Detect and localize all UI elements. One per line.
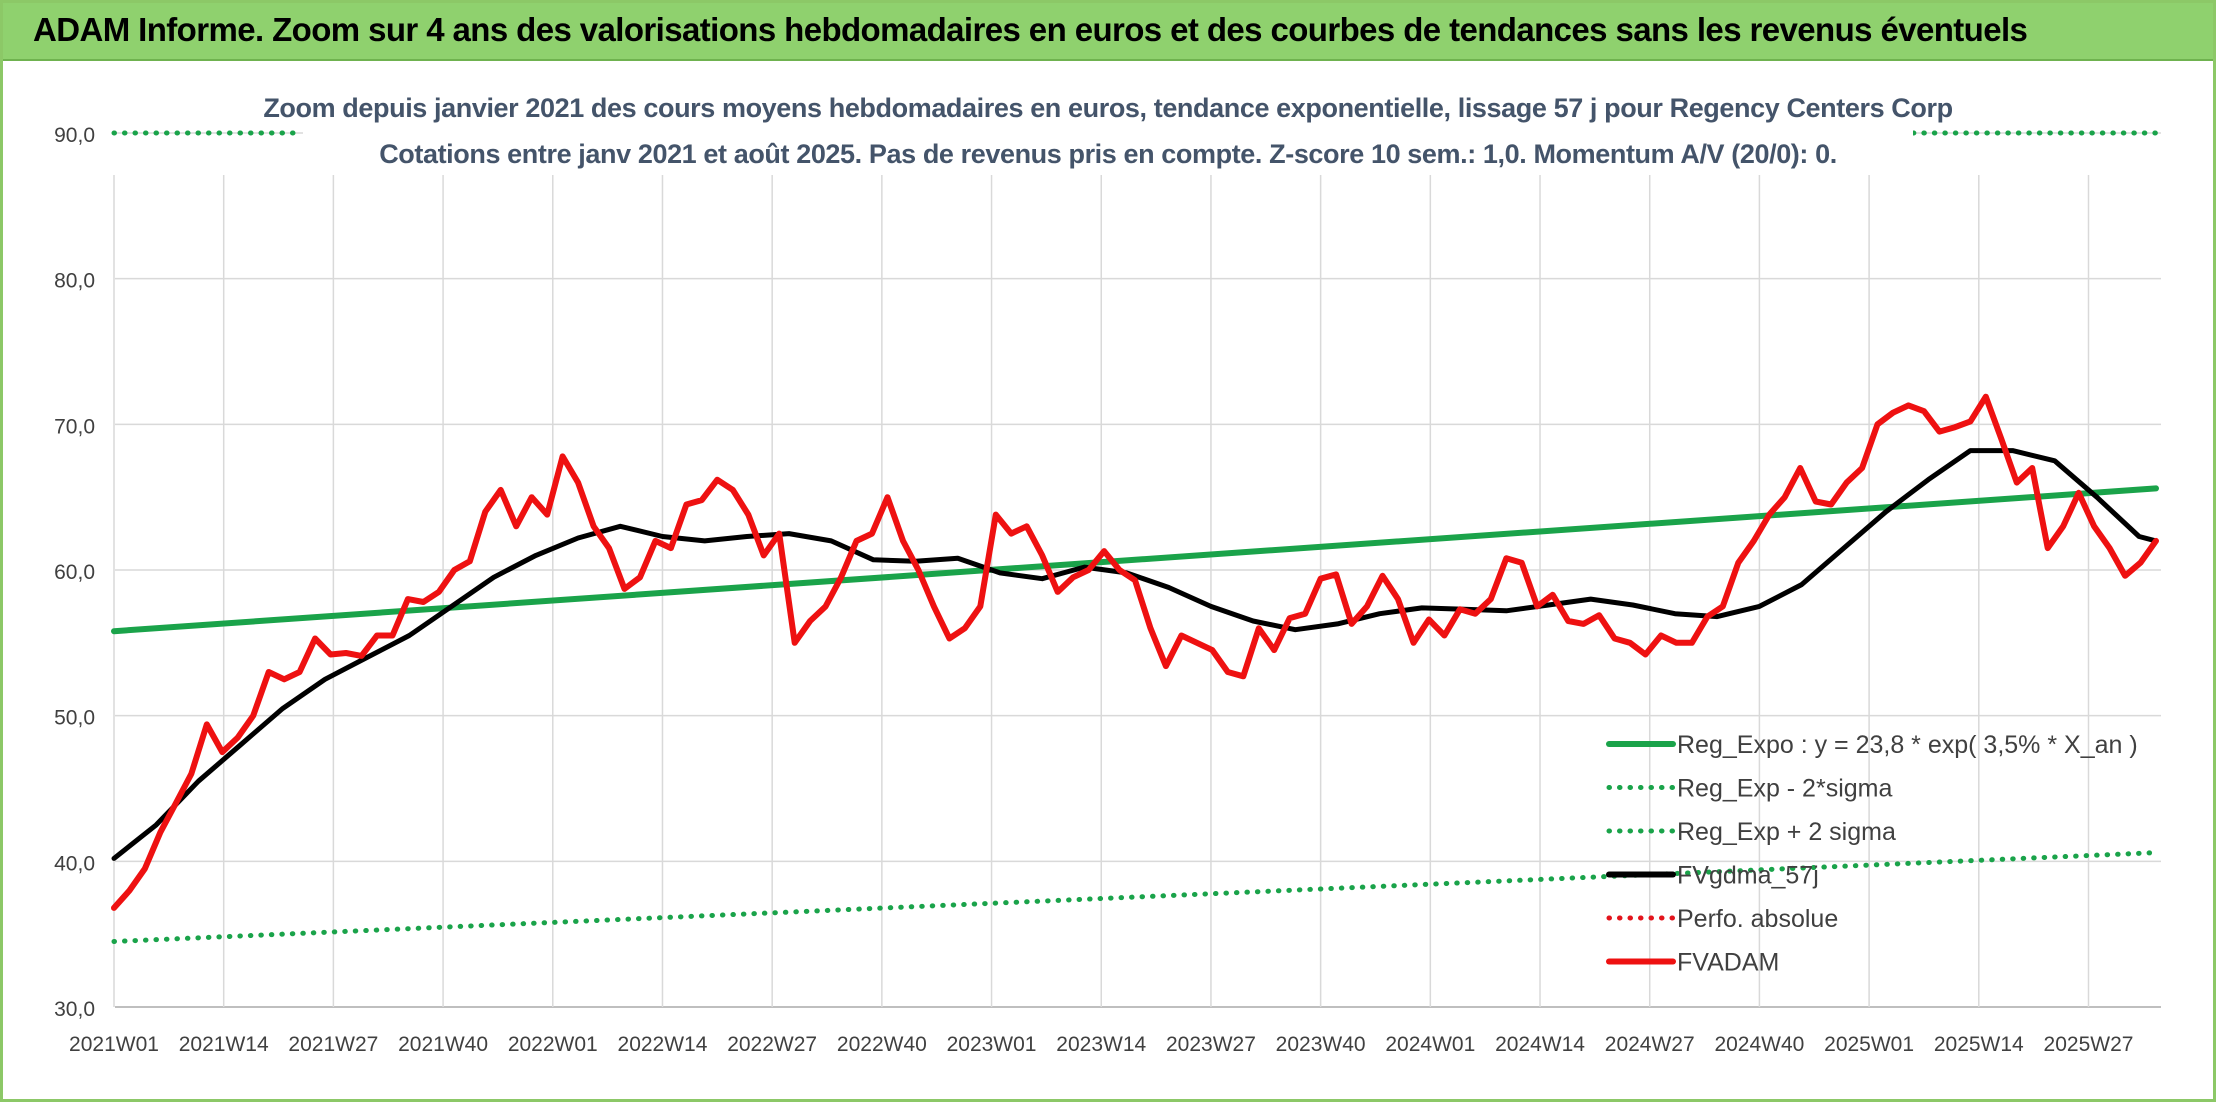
report-banner: ADAM Informe. Zoom sur 4 ans des valoris… — [3, 3, 2213, 61]
chart-title-line-2: Cotations entre janv 2021 et août 2025. … — [379, 139, 1837, 169]
x-tick-label: 2025W27 — [2044, 1033, 2134, 1056]
report-title: ADAM Informe. Zoom sur 4 ans des valoris… — [33, 11, 2028, 48]
x-tick-label: 2022W40 — [837, 1033, 927, 1056]
y-tick-label: 70,0 — [54, 415, 95, 438]
x-tick-label: 2021W40 — [398, 1033, 488, 1056]
x-tick-label: 2025W14 — [1934, 1033, 2024, 1056]
legend-label-5: Perfo. absolue — [1677, 905, 1838, 933]
y-tick-label: 90,0 — [54, 124, 95, 147]
x-tick-label: 2021W27 — [288, 1033, 378, 1056]
legend-label-4: FVgdma_57j — [1677, 862, 1819, 890]
series-line-2 — [111, 850, 2159, 944]
title-backdrop — [303, 83, 1913, 175]
y-tick-label: 30,0 — [54, 998, 95, 1021]
x-tick-label: 2025W01 — [1824, 1033, 1914, 1056]
x-tick-label: 2024W14 — [1495, 1033, 1585, 1056]
x-tick-label: 2024W27 — [1605, 1033, 1695, 1056]
legend-label-6: FVADAM — [1677, 949, 1779, 977]
series-line-4 — [111, 448, 2159, 861]
x-tick-label: 2021W01 — [69, 1033, 159, 1056]
x-tick-label: 2023W01 — [947, 1033, 1037, 1056]
x-tick-label: 2023W14 — [1056, 1033, 1146, 1056]
x-tick-label: 2022W14 — [618, 1033, 708, 1056]
chart-title-line-1: Zoom depuis janvier 2021 des cours moyen… — [263, 93, 1953, 123]
series-line-1 — [111, 485, 2159, 635]
y-tick-label: 50,0 — [54, 707, 95, 730]
x-tick-label: 2024W40 — [1714, 1033, 1804, 1056]
legend-label-3: Reg_Exp + 2 sigma — [1677, 818, 1896, 846]
y-tick-label: 40,0 — [54, 852, 95, 875]
x-tick-label: 2023W27 — [1166, 1033, 1256, 1056]
x-tick-label: 2021W14 — [179, 1033, 269, 1056]
x-tick-label: 2022W27 — [727, 1033, 817, 1056]
x-tick-label: 2022W01 — [508, 1033, 598, 1056]
y-tick-label: 80,0 — [54, 270, 95, 293]
legend-label-2: Reg_Exp - 2*sigma — [1677, 775, 1892, 803]
series-line-6 — [111, 393, 2159, 911]
line-chart: 30,0 40,0 50,0 60,0 70,0 80,0 90,0 2021W01 2021W… — [54, 83, 2161, 1056]
x-tick-label: 2023W40 — [1276, 1033, 1366, 1056]
legend-label-1: Reg_Expo : y = 23,8 * exp( 3,5% * X_an ) — [1677, 731, 2138, 759]
y-tick-label: 60,0 — [54, 561, 95, 584]
x-tick-label: 2024W01 — [1385, 1033, 1475, 1056]
